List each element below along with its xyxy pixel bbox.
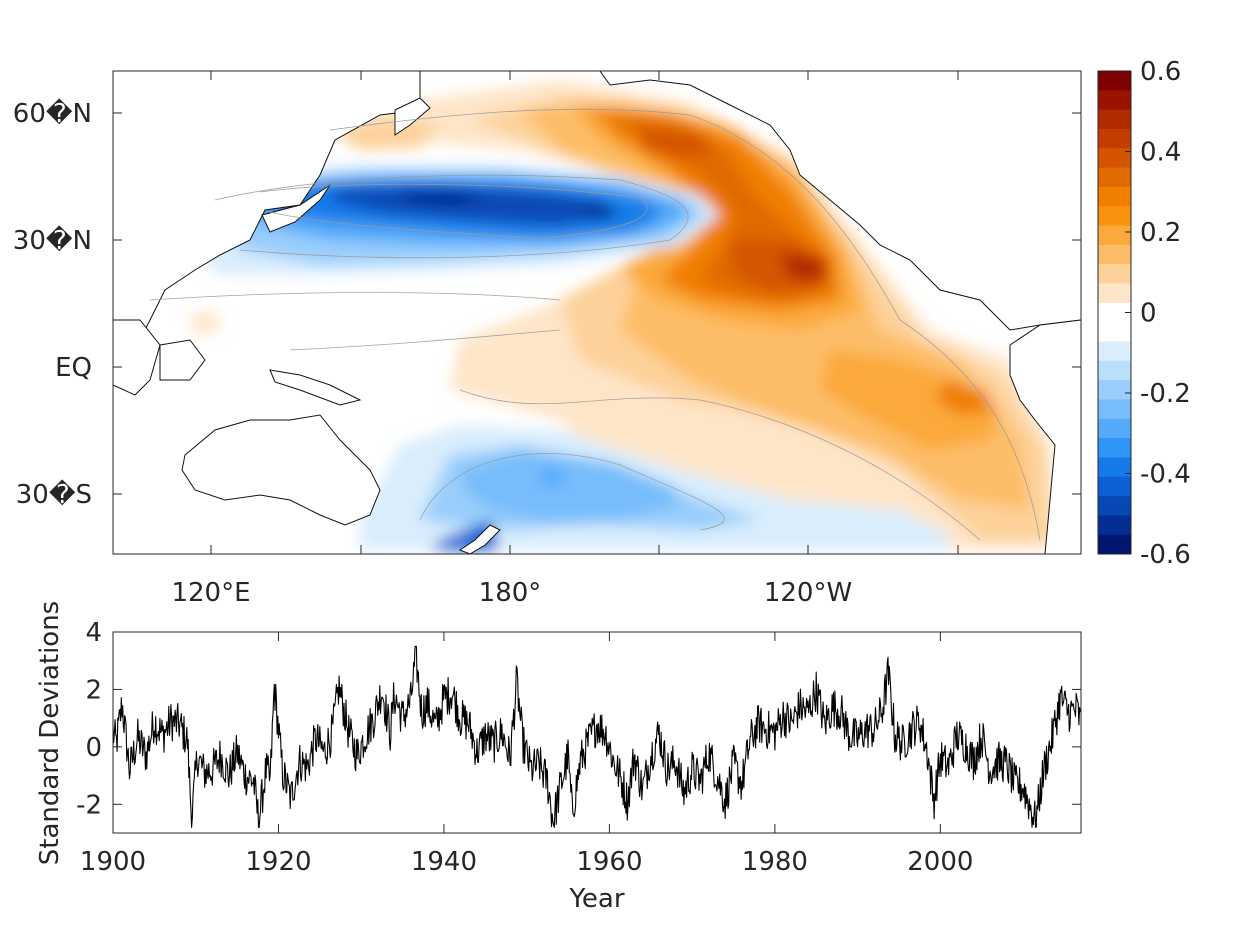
ts-x-tick-label: 2000 [907,847,973,877]
colorbar-swatch [1098,244,1131,265]
colorbar-swatch [1098,109,1131,130]
colorbar-tick-label: 0 [1140,299,1157,329]
colorbar-swatch [1098,438,1131,458]
colorbar-swatch [1098,128,1131,149]
colorbar-swatch [1098,302,1131,323]
australia [181,414,381,526]
map-frame [112,70,1082,555]
contour-lines [149,108,1041,541]
lon-label-120w: 120°W [764,578,852,608]
japan-islands [261,184,331,233]
colorbar-swatch [1098,360,1131,381]
index-time-series-line [113,645,1081,828]
colorbar-swatch [1098,148,1131,168]
colorbar-tick-label: 0.6 [1140,57,1181,87]
colorbar-swatch [1098,399,1131,420]
lat-label-30s: 30�S [16,479,92,510]
ts-y-tick-label: 2 [85,675,102,705]
south-america [1009,319,1081,554]
latitude-axis: 60�N 30�N EQ 30�S [13,98,1081,510]
ts-xlabel: Year [568,884,624,914]
colorbar-tick-label: 0.2 [1140,218,1181,248]
lat-label-30n: 30�N [13,225,92,256]
colorbar-swatch [1098,225,1131,246]
ts-x-tick-label: 1920 [245,847,311,877]
colorbar-swatch [1098,283,1131,304]
ts-x-tick-label: 1960 [576,847,642,877]
ts-ylabel: Standard Deviations [35,601,65,865]
colorbar-swatch [1098,380,1131,400]
colorbar-swatch [1098,186,1131,207]
ts-y-tick-label: 4 [85,618,102,648]
ts-y-tick-label: 0 [85,733,102,763]
negative-south-0p25 [535,468,568,488]
colorbar-swatch [1098,206,1131,226]
land-masks [113,71,1081,554]
ts-x-tick-label: 1900 [80,847,146,877]
ts-x-axis: 1900 1920 1940 1960 1980 2000 [80,632,973,877]
colorbar-tick-label: -0.6 [1140,540,1191,570]
kamchatka [394,97,431,136]
ts-frame [112,631,1082,834]
lat-label-eq: EQ [55,353,92,383]
negative-region-0p5 [400,190,615,220]
ts-y-tick-label: -2 [76,790,102,820]
positive-patch-philippine [190,310,220,335]
longitude-axis: 120°E 180° 120°W [171,71,959,608]
sst-regression-map: 60�N 30�N EQ 30�S 120°E 180° 120°W [13,70,1082,608]
colorbar-swatch [1098,496,1131,516]
negative-south-0p2 [460,452,680,522]
colorbar-swatch [1098,476,1131,497]
colorbar-swatch [1098,534,1131,555]
colorbar-tick-label: 0.4 [1140,138,1181,168]
ts-y-axis: -2 0 2 4 [76,618,1081,820]
colorbar-swatch [1098,90,1131,111]
sst-anomaly-field [113,71,1081,554]
time-series-panel: 1900 1920 1940 1960 1980 2000 -2 0 2 4 Year Stan… [35,601,1082,914]
colorbar-tick-label: -0.2 [1140,379,1191,409]
colorbar: 0.6 0.4 0.2 0 -0.2 -0.4 -0.6 [1097,57,1191,570]
colorbar-swatch [1098,457,1131,478]
positive-region-0p45 [780,255,830,282]
colorbar-swatch [1098,264,1131,284]
lat-label-60n: 60�N [13,98,92,129]
colorbar-swatch [1098,71,1131,91]
colorbar-swatch [1098,322,1131,342]
lon-label-180: 180° [479,578,542,608]
ts-x-tick-label: 1980 [742,847,808,877]
colorbar-swatch [1098,515,1131,536]
ts-x-tick-label: 1940 [411,847,477,877]
new-zealand [458,524,501,554]
lon-label-120e: 120°E [171,578,250,608]
colorbar-swatch [1098,418,1131,439]
maritime-continent [113,319,362,406]
colorbar-tick-label: -0.4 [1140,460,1191,490]
colorbar-swatches [1098,71,1131,555]
colorbar-ticks: 0.6 0.4 0.2 0 -0.2 -0.4 -0.6 [1125,57,1191,570]
positive-region-0p4 [640,128,830,292]
colorbar-swatch [1098,341,1131,362]
colorbar-swatch [1098,167,1131,188]
